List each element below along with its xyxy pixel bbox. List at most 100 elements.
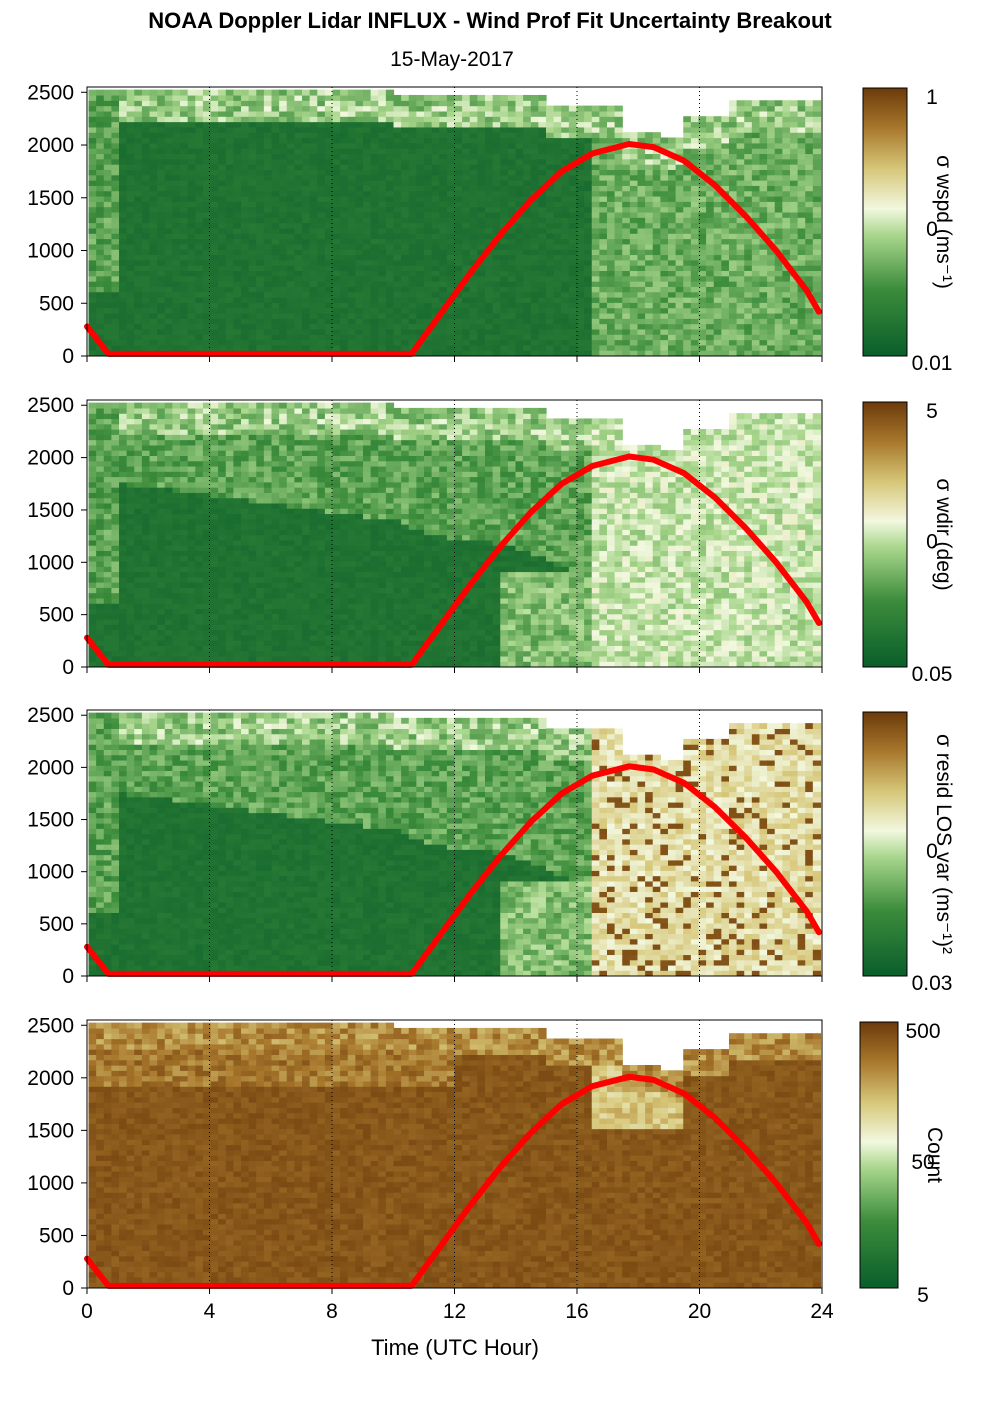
heatmap-cell [568, 291, 578, 298]
heatmap-cell [126, 640, 135, 646]
heatmap-cell [500, 243, 509, 250]
heatmap-cell [126, 487, 135, 493]
heatmap-cell [256, 217, 265, 224]
heatmap-cell [141, 94, 151, 101]
heatmap-cell [408, 296, 417, 303]
heatmap-cell [660, 281, 669, 287]
heatmap-cell [363, 344, 372, 351]
heatmap-cell [172, 259, 181, 266]
heatmap-cell [736, 116, 745, 123]
heatmap-cell [309, 174, 318, 181]
heatmap-cell [218, 286, 227, 293]
heatmap-cell [797, 190, 806, 197]
heatmap-cell [96, 158, 105, 165]
heatmap-cell [523, 254, 532, 261]
heatmap-cell [553, 328, 562, 335]
heatmap-cell [523, 148, 532, 155]
heatmap-cell [294, 206, 303, 213]
heatmap-cell [462, 142, 471, 149]
heatmap-cell [119, 439, 128, 446]
heatmap-cell [614, 195, 623, 202]
heatmap-cell [530, 291, 539, 298]
heatmap-cell [134, 132, 143, 139]
heatmap-cell [698, 126, 707, 133]
heatmap-cell [111, 413, 120, 420]
heatmap-cell [416, 265, 425, 272]
heatmap-cell [271, 344, 280, 351]
heatmap-cell [126, 110, 135, 117]
heatmap-cell [706, 169, 715, 176]
heatmap-cell [408, 190, 417, 197]
heatmap-cell [119, 164, 128, 170]
heatmap-cell [202, 243, 212, 250]
heatmap-cell [96, 413, 105, 420]
heatmap-cell [652, 222, 661, 229]
heatmap-cell [675, 243, 684, 250]
heatmap-cell [774, 328, 783, 335]
heatmap-cell [408, 132, 417, 139]
heatmap-cell [378, 195, 387, 202]
heatmap-cell [119, 222, 128, 229]
heatmap-cell [302, 281, 311, 287]
heatmap-cell [462, 222, 471, 229]
heatmap-cell [629, 169, 639, 176]
heatmap-cell [149, 265, 158, 272]
heatmap-cell [385, 164, 395, 170]
heatmap-cell [355, 89, 364, 96]
heatmap-cell [355, 233, 364, 240]
heatmap-cell [477, 339, 486, 346]
heatmap-cell [713, 318, 722, 325]
heatmap-cell [119, 190, 128, 197]
heatmap-cell [111, 407, 120, 414]
heatmap-cell [134, 222, 143, 229]
heatmap-cell [782, 137, 791, 144]
heatmap-cell [317, 222, 326, 229]
heatmap-cell [568, 142, 578, 149]
heatmap-cell [637, 259, 646, 266]
heatmap-cell [241, 94, 250, 101]
heatmap-cell [477, 243, 486, 250]
heatmap-cell [431, 94, 440, 101]
heatmap-cell [637, 265, 646, 272]
heatmap-cell [164, 334, 173, 341]
heatmap-cell [385, 132, 395, 139]
heatmap-cell [736, 158, 745, 165]
heatmap-cell [241, 201, 250, 208]
heatmap-cell [721, 302, 730, 309]
heatmap-cell [507, 100, 517, 107]
heatmap-cell [149, 318, 158, 325]
heatmap-cell [683, 291, 692, 298]
heatmap-cell [492, 201, 501, 208]
heatmap-cell [660, 185, 669, 192]
heatmap-cell [477, 142, 486, 149]
heatmap-cell [271, 132, 280, 139]
heatmap-cell [126, 655, 135, 662]
heatmap-cell [363, 190, 372, 197]
heatmap-cell [385, 233, 395, 240]
heatmap-cell [279, 307, 288, 314]
heatmap-cell [195, 233, 204, 240]
heatmap-cell [103, 423, 112, 430]
heatmap-cell [675, 328, 684, 335]
heatmap-cell [599, 227, 608, 234]
heatmap-cell [416, 148, 425, 155]
heatmap-cell [774, 169, 783, 176]
heatmap-cell [637, 270, 646, 277]
heatmap-cell [286, 174, 295, 181]
heatmap-cell [606, 137, 616, 144]
heatmap-cell [736, 201, 745, 208]
heatmap-cell [324, 323, 334, 330]
heatmap-cell [614, 201, 623, 208]
heatmap-cell [515, 169, 524, 176]
heatmap-cell [789, 222, 799, 229]
heatmap-cell [126, 571, 135, 578]
heatmap-cell [690, 211, 700, 218]
heatmap-cell [294, 100, 303, 107]
heatmap-cell [149, 121, 158, 128]
heatmap-cell [545, 126, 555, 133]
heatmap-cell [797, 307, 806, 314]
heatmap-cell [492, 153, 501, 160]
heatmap-cell [119, 211, 128, 218]
heatmap-cell [141, 286, 151, 293]
heatmap-cell [454, 291, 463, 298]
